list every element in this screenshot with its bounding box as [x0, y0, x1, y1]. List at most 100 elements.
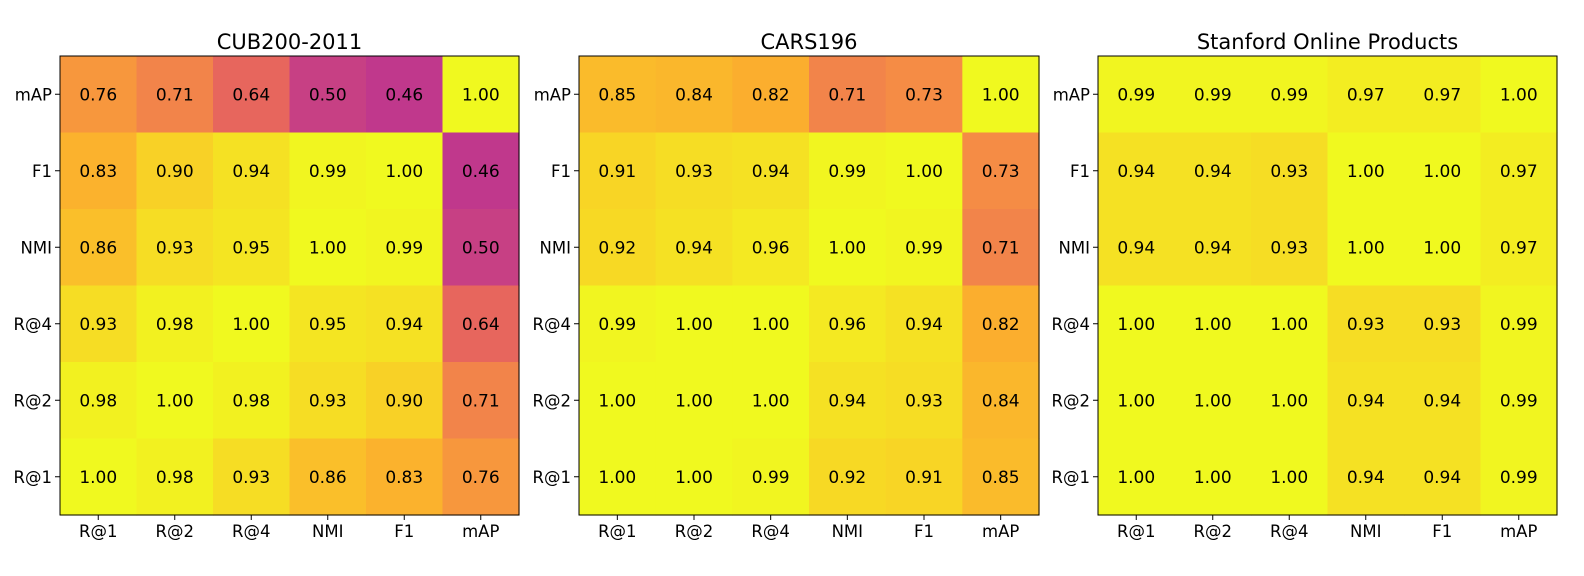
cell-value-label: 0.98	[156, 468, 194, 488]
y-tick-label: NMI	[540, 238, 571, 257]
cell-value-label: 0.97	[1500, 162, 1538, 182]
heatmap-cell	[885, 132, 963, 210]
heatmap-cell	[213, 209, 291, 287]
heatmap-cell	[60, 132, 138, 210]
heatmap-cell	[579, 132, 657, 210]
plot-frame	[578, 55, 1040, 516]
cell-value-label: 1.00	[1194, 468, 1232, 488]
heatmap-cell	[732, 56, 810, 134]
cell-value-label: 0.99	[1500, 468, 1538, 488]
heatmap-cell	[442, 438, 520, 516]
heatmap-cell	[1098, 438, 1176, 516]
heatmap-cell	[1327, 56, 1405, 134]
cell-value-label: 0.94	[1194, 238, 1232, 258]
heatmap-cell	[655, 56, 733, 134]
heatmap-cell	[962, 209, 1040, 287]
heatmap-cell	[1327, 132, 1405, 210]
x-tick-label: F1	[1432, 522, 1452, 541]
x-tick-label: NMI	[1350, 522, 1381, 541]
heatmap-cell	[366, 438, 444, 516]
heatmap-cell	[885, 285, 963, 363]
heatmap-cell	[885, 209, 963, 287]
heatmap-cell	[655, 362, 733, 440]
plot-frame	[1097, 55, 1558, 516]
heatmap-cell	[1327, 362, 1405, 440]
cell-value-label: 0.99	[598, 315, 636, 335]
heatmap-cell	[1098, 132, 1176, 210]
cell-value-label: 0.86	[309, 468, 347, 488]
heatmap-cell	[213, 56, 291, 134]
cell-value-label: 0.90	[385, 391, 423, 411]
cell-value-label: 0.99	[1270, 85, 1308, 105]
cell-value-label: 0.99	[1500, 315, 1538, 335]
heatmap-cell	[289, 209, 367, 287]
heatmap-cell	[442, 285, 520, 363]
cell-value-label: 0.93	[156, 238, 194, 258]
y-tick-label: F1	[1070, 162, 1090, 181]
y-tick-label: NMI	[21, 238, 52, 257]
heatmap-cell	[962, 438, 1040, 516]
heatmap-cell	[1251, 209, 1329, 287]
chart-title: CUB200-2011	[217, 30, 363, 54]
cell-value-label: 1.00	[1194, 315, 1232, 335]
heatmap-cell	[579, 362, 657, 440]
cell-value-label: 1.00	[156, 391, 194, 411]
heatmap-cell	[655, 132, 733, 210]
cell-value-label: 0.95	[309, 315, 347, 335]
y-tick-label: R@2	[533, 391, 571, 410]
cell-value-label: 0.73	[982, 162, 1020, 182]
cell-value-label: 0.93	[1270, 238, 1308, 258]
y-tick-label: F1	[551, 162, 571, 181]
heatmap-cell	[1404, 362, 1482, 440]
heatmap-cell	[1174, 362, 1252, 440]
cell-value-label: 0.93	[232, 468, 270, 488]
heatmap-cell	[289, 438, 367, 516]
heatmap-cell	[366, 285, 444, 363]
cell-value-label: 0.99	[1194, 85, 1232, 105]
heatmap-cell	[289, 285, 367, 363]
heatmap-cell	[366, 209, 444, 287]
cell-value-label: 0.93	[1270, 162, 1308, 182]
heatmap-cell	[732, 362, 810, 440]
cell-value-label: 0.94	[232, 162, 270, 182]
cell-value-label: 0.94	[828, 391, 866, 411]
y-tick-label: R@4	[1052, 315, 1090, 334]
x-tick-label: mAP	[982, 522, 1019, 541]
heatmap-cell	[1251, 362, 1329, 440]
heatmap-cell	[136, 362, 214, 440]
heatmap-cell	[60, 56, 138, 134]
heatmap-cell	[366, 132, 444, 210]
cell-value-label: 0.92	[598, 238, 636, 258]
heatmap-cell	[136, 438, 214, 516]
cell-value-label: 0.94	[1117, 162, 1155, 182]
cell-value-label: 1.00	[1270, 468, 1308, 488]
x-tick-label: R@1	[598, 522, 636, 541]
heatmap-cell	[809, 285, 887, 363]
cell-value-label: 1.00	[598, 468, 636, 488]
heatmap-cell	[289, 362, 367, 440]
heatmap-cell	[1480, 362, 1558, 440]
y-tick-label: F1	[32, 162, 52, 181]
cell-value-label: 0.82	[982, 315, 1020, 335]
y-tick-label: R@4	[533, 315, 571, 334]
cell-value-label: 0.94	[1423, 391, 1461, 411]
y-tick-label: NMI	[1059, 238, 1090, 257]
heatmap-cell	[809, 132, 887, 210]
cell-value-label: 1.00	[79, 468, 117, 488]
x-tick-label: R@1	[79, 522, 117, 541]
cell-value-label: 0.83	[385, 468, 423, 488]
heatmap-cell	[732, 132, 810, 210]
cell-value-label: 0.99	[1117, 85, 1155, 105]
cell-value-label: 0.84	[675, 85, 713, 105]
cell-value-label: 0.93	[1423, 315, 1461, 335]
heatmap-cell	[213, 362, 291, 440]
heatmap-cell	[1480, 56, 1558, 134]
cell-value-label: 0.64	[462, 315, 500, 335]
cell-value-label: 0.90	[156, 162, 194, 182]
cell-value-label: 0.71	[462, 391, 500, 411]
cell-value-label: 0.73	[905, 85, 943, 105]
cell-value-label: 0.97	[1500, 238, 1538, 258]
cell-value-label: 1.00	[675, 468, 713, 488]
heatmap-cell	[1174, 285, 1252, 363]
